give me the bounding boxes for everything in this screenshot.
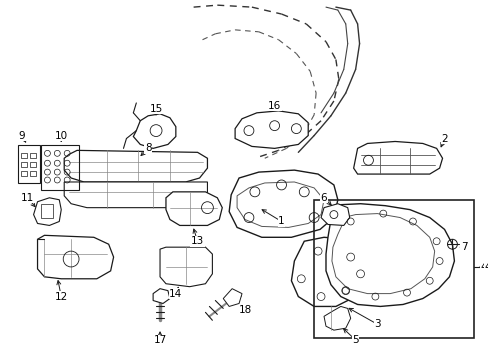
Bar [30,153,36,158]
Text: 4: 4 [480,262,487,272]
Text: 7: 7 [460,242,467,252]
Polygon shape [325,204,453,306]
Text: 4: 4 [484,262,488,272]
Polygon shape [324,306,350,330]
Bar [20,162,27,167]
Bar [30,171,36,176]
Polygon shape [64,150,207,182]
Polygon shape [229,170,337,237]
Text: 12: 12 [55,292,68,302]
Bar [41,145,79,190]
Text: 10: 10 [55,131,68,140]
Text: 3: 3 [373,319,380,329]
Polygon shape [353,141,442,174]
Polygon shape [291,237,370,306]
Polygon shape [223,289,242,306]
Text: 9: 9 [19,131,25,140]
Text: 8: 8 [144,143,151,153]
Text: 17: 17 [153,335,166,345]
Polygon shape [34,198,61,225]
Polygon shape [153,289,169,303]
Bar [30,162,36,167]
Bar [313,200,473,338]
Polygon shape [133,114,176,148]
Polygon shape [64,182,207,208]
Polygon shape [38,235,113,279]
Text: 14: 14 [169,289,182,298]
Polygon shape [331,213,434,294]
Text: 16: 16 [267,101,281,111]
Text: 1: 1 [278,216,285,226]
Polygon shape [321,204,349,225]
Polygon shape [237,182,324,228]
Bar [20,171,27,176]
Text: 13: 13 [190,236,204,246]
Text: 6: 6 [320,193,326,203]
Bar [41,204,53,217]
Bar [18,145,40,183]
Polygon shape [165,192,222,225]
Text: 18: 18 [238,305,251,315]
Polygon shape [160,247,212,287]
Text: 11: 11 [21,193,34,203]
Polygon shape [235,111,307,148]
Text: 5: 5 [351,335,358,345]
Text: 15: 15 [149,104,163,114]
Text: 2: 2 [440,134,447,144]
Bar [20,153,27,158]
